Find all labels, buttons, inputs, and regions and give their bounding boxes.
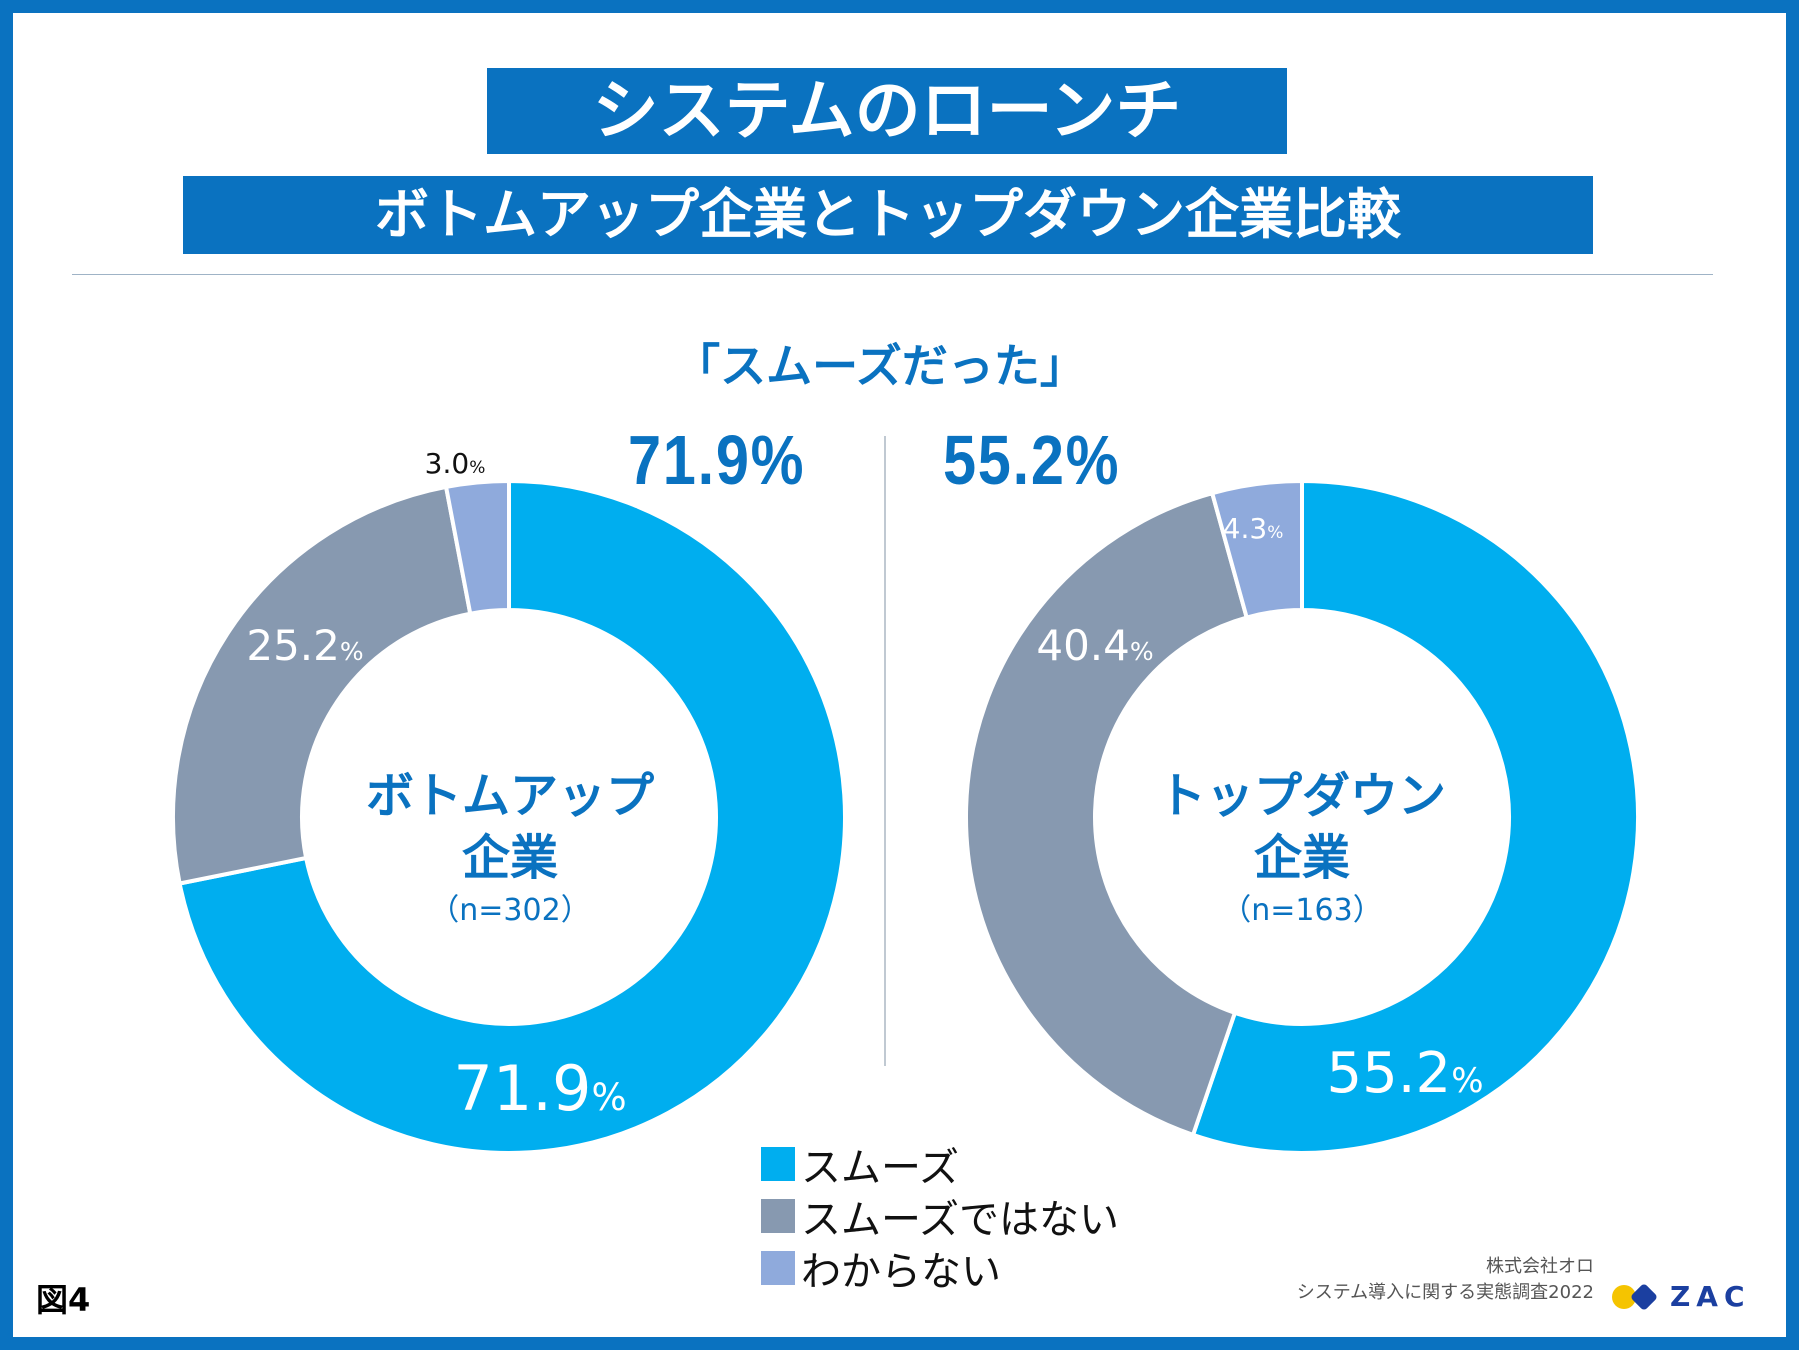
legend-swatch-smooth [761,1147,795,1181]
legend: スムーズ スムーズではない わからない [761,1138,1119,1295]
center-label-right: トップダウン 企業 （n=163） [1152,765,1452,933]
logo-dot-blue [1629,1282,1659,1311]
center-label-right-n: （n=163） [1221,893,1383,928]
slice-bottomup-unknown [443,478,511,616]
center-label-left-line1: ボトムアップ [365,768,654,824]
legend-swatch-unknown [761,1251,795,1285]
label-bottomup-not-smooth: 25.2% [246,621,363,670]
center-label-left-n: （n=302） [429,893,591,928]
legend-label-smooth: スムーズ [801,1145,959,1191]
legend-label-unknown: わからない [801,1249,1001,1295]
source-survey: システム導入に関する実態調査2022 [1296,1282,1594,1303]
label-bottomup-smooth: 71.9% [453,1052,626,1125]
label-topdown-unknown: 4.3% [1223,512,1284,545]
source-credit: 株式会社オロ システム導入に関する実態調査2022 [1297,1254,1594,1306]
zac-logo: ZAC [1612,1280,1751,1313]
legend-item-unknown: わからない [761,1242,1119,1295]
legend-swatch-not-smooth [761,1199,795,1233]
slice-topdown-unknown [1209,478,1304,620]
label-topdown-smooth: 55.2% [1327,1041,1484,1106]
divider [72,274,1713,275]
subtitle: 「スムーズだった」 [674,339,1086,393]
legend-item-not-smooth: スムーズではない [761,1190,1119,1243]
slice-topdown-smooth [1190,478,1640,1155]
slice-bottomup-not-smooth [171,484,473,886]
label-bottomup-unknown: 3.0% [425,447,486,480]
label-topdown-not-smooth: 40.4% [1036,621,1153,670]
center-label-right-line2: 企業 [1253,830,1350,886]
legend-label-not-smooth: スムーズではない [801,1197,1119,1243]
center-label-left-line2: 企業 [461,830,558,886]
title-line-1: システムのローンチ [487,68,1287,154]
highlight-right: 55.2% [943,421,1121,499]
center-divider [884,436,886,1066]
legend-item-smooth: スムーズ [761,1138,1119,1191]
title-line-2: ボトムアップ企業とトップダウン企業比較 [183,176,1593,254]
figure-label: 図4 [36,1281,91,1319]
highlight-left: 71.9% [628,421,806,499]
source-company: 株式会社オロ [1486,1256,1594,1277]
logo-text: ZAC [1670,1280,1751,1313]
slice-topdown-not-smooth [964,490,1250,1138]
slice-bottomup-smooth [177,478,847,1155]
center-label-right-line1: トップダウン [1157,768,1446,824]
center-label-left: ボトムアップ 企業 （n=302） [360,765,660,933]
